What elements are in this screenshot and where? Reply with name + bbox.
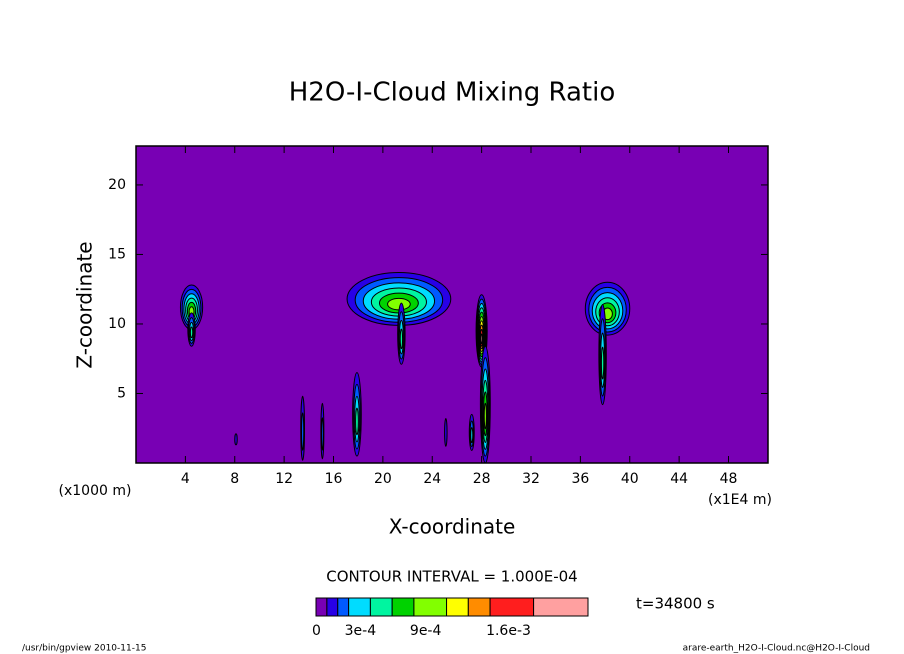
cloud-cell	[475, 294, 488, 368]
contour-interval: CONTOUR INTERVAL = 1.000E-04	[326, 568, 577, 586]
contour-band	[234, 433, 238, 446]
cloud-cell	[479, 345, 491, 463]
chart-title: H2O-I-Cloud Mixing Ratio	[289, 78, 616, 108]
x-tick-label: 40	[621, 471, 639, 487]
colorbar-box	[489, 597, 535, 617]
contour-band	[483, 402, 487, 430]
colorbar-tick-label: 0	[312, 623, 321, 639]
y-unit: (x1000 m)	[59, 483, 132, 499]
colorbar-box	[533, 597, 589, 617]
cloud-cell	[300, 395, 305, 461]
x-tick-label: 20	[374, 471, 392, 487]
x-tick-label: 28	[473, 471, 491, 487]
contour-field	[179, 272, 631, 463]
cloud-cell	[444, 418, 448, 447]
y-tick-label: 15	[108, 246, 126, 262]
y-tick-label: 20	[108, 177, 126, 193]
cloud-cell	[598, 304, 607, 406]
colorbar-box	[413, 597, 448, 617]
contour-band	[321, 417, 324, 451]
x-tick-label: 44	[670, 471, 688, 487]
colorbar-box	[391, 597, 415, 617]
colorbar-box	[326, 597, 339, 617]
x-tick-label: 48	[720, 471, 738, 487]
cloud-cell	[187, 312, 196, 347]
x-tick-label: 12	[275, 471, 293, 487]
contour-band	[301, 412, 305, 451]
footer-left: /usr/bin/gpview 2010-11-15	[22, 644, 146, 654]
colorbar-tick-label: 9e-4	[410, 623, 442, 639]
y-tick-label: 5	[117, 385, 126, 401]
x-axis-label: X-coordinate	[389, 515, 516, 539]
footer-right: arare-earth_H2O-I-Cloud.nc@H2O-I-Cloud	[683, 644, 870, 654]
cloud-cell	[352, 372, 362, 457]
x-tick-label: 36	[571, 471, 589, 487]
x-tick-label: 32	[522, 471, 540, 487]
cloud-cell	[468, 413, 475, 451]
field-background	[136, 146, 768, 463]
contour-band	[470, 427, 474, 444]
contour-band	[355, 407, 359, 436]
colorbar-box	[315, 597, 328, 617]
cloud-cell	[234, 433, 238, 446]
colorbar-box	[369, 597, 393, 617]
contour-band	[399, 328, 404, 350]
contour-band	[444, 418, 448, 447]
colorbar-box	[348, 597, 371, 617]
x-tick-label: 8	[230, 471, 239, 487]
y-tick-label: 10	[108, 316, 126, 332]
x-tick-label: 4	[181, 471, 190, 487]
colorbar-tick-label: 3e-4	[345, 623, 377, 639]
y-axis-label: Z-coordinate	[73, 241, 97, 368]
contour-band	[189, 326, 194, 339]
x-tick-label: 24	[423, 471, 441, 487]
time-label: t=34800 s	[636, 595, 715, 613]
colorbar-tick-label: 1.6e-3	[486, 623, 531, 639]
x-unit: (x1E4 m)	[708, 492, 772, 508]
colorbar-box	[337, 597, 350, 617]
x-tick-label: 16	[325, 471, 343, 487]
contour-band	[480, 333, 483, 345]
cloud-cell	[320, 402, 325, 460]
plot-frame	[135, 145, 769, 464]
colorbar-box	[467, 597, 491, 617]
cloud-cell	[397, 302, 406, 365]
colorbar-box	[446, 597, 469, 617]
cloud-cell	[584, 281, 631, 336]
contour-band	[600, 346, 605, 380]
